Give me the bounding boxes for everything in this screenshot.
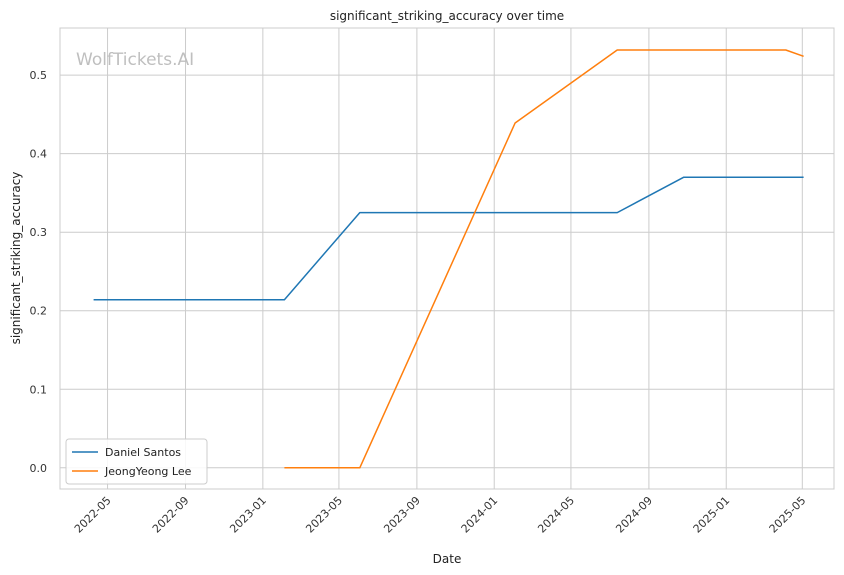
y-tick-label: 0.5 — [30, 69, 48, 82]
x-tick-label: 2023-09 — [381, 494, 423, 536]
x-axis-ticks: 2022-05 2022-09 2023-01 2023-05 2023-09 2024-… — [72, 494, 808, 536]
watermark: WolfTickets.AI — [76, 50, 194, 70]
y-axis-label: significant_striking_accuracy — [9, 172, 23, 345]
y-axis-ticks: 0.0 0.1 0.2 0.3 0.4 0.5 — [30, 69, 48, 475]
x-tick-label: 2023-05 — [303, 494, 345, 536]
y-tick-label: 0.4 — [30, 148, 48, 161]
legend-box — [65, 438, 208, 485]
y-tick-label: 0.2 — [30, 305, 48, 318]
x-tick-label: 2024-05 — [535, 494, 577, 536]
series-line-1 — [284, 49, 804, 469]
x-tick-label: 2025-01 — [691, 494, 733, 536]
chart-title: significant_striking_accuracy over time — [330, 9, 564, 23]
x-tick-label: 2022-09 — [150, 494, 192, 536]
series-layer — [93, 49, 804, 469]
legend: Daniel Santos JeongYeong Lee — [65, 438, 208, 485]
x-axis-label: Date — [433, 552, 462, 566]
y-tick-label: 0.1 — [30, 383, 48, 396]
x-tick-label: 2022-05 — [72, 494, 114, 536]
legend-label: JeongYeong Lee — [104, 465, 192, 478]
y-tick-label: 0.0 — [30, 462, 48, 475]
plot-area — [59, 27, 835, 490]
x-tick-label: 2023-01 — [227, 494, 269, 536]
x-tick-label: 2025-05 — [767, 494, 809, 536]
y-tick-label: 0.3 — [30, 226, 48, 239]
legend-label: Daniel Santos — [105, 446, 181, 459]
grid — [60, 28, 834, 489]
series-line-0 — [93, 176, 804, 301]
x-tick-label: 2024-01 — [459, 494, 501, 536]
x-tick-label: 2024-09 — [613, 494, 655, 536]
